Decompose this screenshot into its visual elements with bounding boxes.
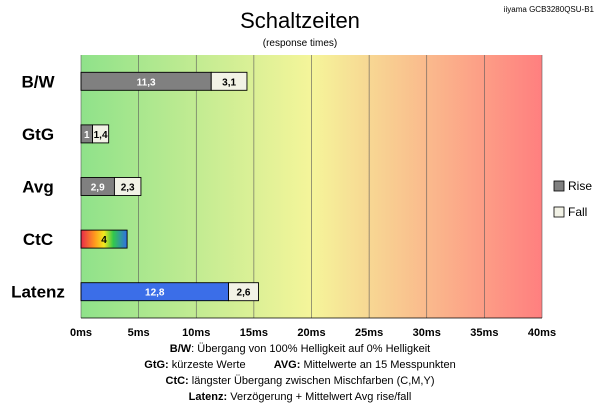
model-label: iiyama GCB3280QSU-B1 <box>504 5 595 14</box>
x-tick-label: 0ms <box>70 327 92 339</box>
note-gtg-label: GtG: <box>144 359 169 371</box>
x-tick-label: 35ms <box>470 327 498 339</box>
category-label: B/W <box>21 72 55 91</box>
bar-segment <box>80 229 128 249</box>
note-avg-label: AVG: <box>273 359 301 371</box>
bar-data-label: 2,6 <box>237 288 251 299</box>
x-tick-label: 40ms <box>528 327 556 339</box>
category-label: GtG <box>22 125 54 144</box>
bar-segment <box>228 282 259 302</box>
note-ctc-label: CtC: <box>165 375 189 387</box>
legend-rise-swatch <box>553 180 565 192</box>
bar-data-label: 11,3 <box>137 77 156 88</box>
x-tick-label: 30ms <box>413 327 441 339</box>
bar-segment <box>92 124 110 144</box>
grid-lines <box>80 55 543 319</box>
bar-data-label: 1 <box>84 130 90 141</box>
bar-segment <box>210 71 248 91</box>
legend-rise-label: Rise <box>568 179 592 193</box>
note-bw-label: B/W <box>169 343 192 355</box>
note-bw-text: Übergang von 100% Helligkeit auf 0% Hell… <box>197 343 431 355</box>
note-ctc: CtC: längster Übergang zwischen Mischfar… <box>0 375 600 391</box>
x-tick-label: 5ms <box>128 327 150 339</box>
bar-data-label: 1,4 <box>94 130 108 141</box>
legend: Rise Fall <box>553 179 592 219</box>
notes: B/W: Übergang von 100% Helligkeit auf 0%… <box>0 343 600 407</box>
x-tick-label: 20ms <box>297 327 325 339</box>
x-tick-label: 10ms <box>182 327 210 339</box>
chart-subtitle: (response times) <box>263 38 337 49</box>
bar-data-label: 12,8 <box>145 288 165 299</box>
note-latenz-text: Verzögerung + Mittelwert Avg rise/fall <box>230 391 412 403</box>
category-label: CtC <box>23 230 53 249</box>
x-tick-labels: 0ms 5ms 10ms 15ms 20ms 25ms 30ms 35ms 40ms <box>70 327 556 339</box>
note-latenz-label: Latenz: <box>188 391 228 403</box>
bar-segment <box>113 177 142 196</box>
bar-data-label: 2,3 <box>121 183 135 194</box>
note-ctc-text: längster Übergang zwischen Mischfarben (… <box>191 375 435 387</box>
legend-fall-label: Fall <box>568 205 587 219</box>
bar-data-label: 3,1 <box>222 77 236 88</box>
x-tick-label: 15ms <box>240 327 268 339</box>
category-label: Latenz <box>11 283 65 302</box>
category-labels: B/W GtG Avg CtC Latenz <box>11 72 65 301</box>
category-label: Avg <box>22 178 54 197</box>
note-bw: B/W: Übergang von 100% Helligkeit auf 0%… <box>169 343 431 355</box>
note-gtg-text: kürzeste Werte <box>171 359 246 371</box>
legend-fall-swatch <box>553 206 565 218</box>
note-avg-text: Mittelwerte an 15 Messpunkten <box>303 359 456 371</box>
chart-title: Schaltzeiten <box>240 8 360 33</box>
bar-data-label: 2,9 <box>91 183 105 194</box>
x-tick-label: 25ms <box>355 327 383 339</box>
bar-data-label: 4 <box>101 235 107 246</box>
bars: 11,3 3,1 1 1,4 2,9 2,3 4 12,8 2,6 <box>80 71 259 302</box>
note-latenz: Latenz: Verzögerung + Mittelwert Avg ris… <box>0 391 600 407</box>
note-gtg-avg: GtG: kürzeste Werte AVG: Mittelwerte an … <box>0 359 600 375</box>
